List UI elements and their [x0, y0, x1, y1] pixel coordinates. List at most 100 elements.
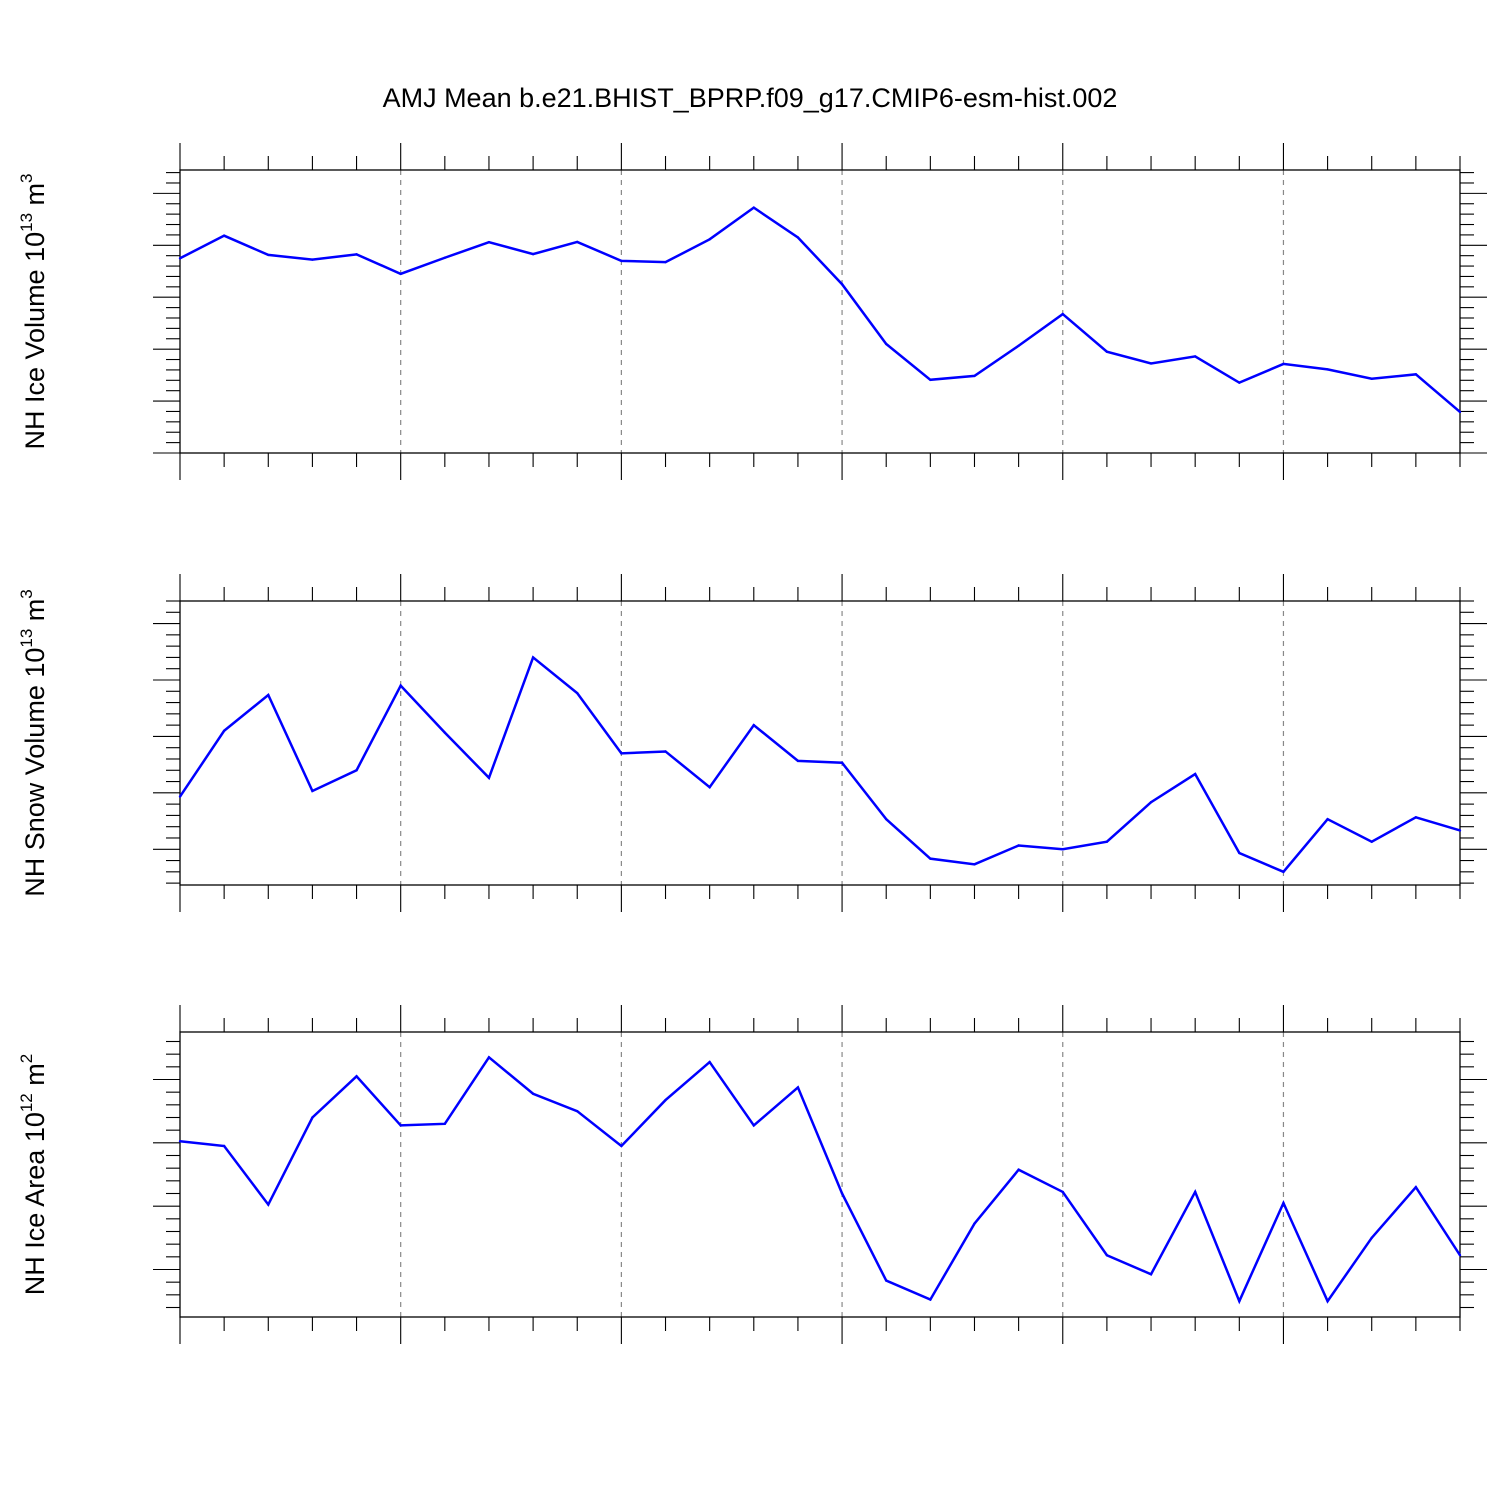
data-point	[1061, 312, 1064, 316]
data-point	[840, 761, 844, 764]
data-point	[1061, 1190, 1064, 1194]
data-point	[1458, 1254, 1462, 1257]
data-point	[1370, 1236, 1373, 1240]
data-point	[267, 1203, 270, 1206]
chart-title: AMJ Mean b.e21.BHIST_BPRP.f09_g17.CMIP6-…	[383, 83, 1118, 113]
data-point	[1105, 1254, 1109, 1257]
data-point	[1105, 350, 1109, 353]
data-point	[1017, 1168, 1020, 1171]
data-point	[620, 259, 623, 263]
data-point	[973, 374, 976, 378]
data-point	[576, 1109, 579, 1113]
data-point	[752, 206, 755, 209]
y-axis-title-superscript: 13	[17, 213, 36, 232]
data-point	[1238, 1299, 1241, 1303]
series-line	[179, 206, 1461, 413]
data-point	[399, 272, 402, 276]
data-point	[664, 1098, 667, 1102]
data-point	[796, 1086, 800, 1089]
data-point	[840, 283, 844, 286]
y-axis-title: NH Ice Area 1012 m2	[17, 1054, 50, 1295]
data-point	[267, 253, 270, 257]
y-axis-title-part: m	[20, 183, 50, 213]
data-point	[399, 1124, 402, 1127]
data-point	[1370, 377, 1373, 380]
y-axis-title-part: NH Snow Volume 10	[20, 648, 50, 897]
data-point	[222, 729, 226, 732]
data-point	[1193, 1190, 1197, 1194]
y-axis-title-superscript: 3	[17, 174, 36, 183]
data-point	[576, 691, 579, 695]
data-point	[1458, 410, 1462, 414]
y-axis-title-part: NH Ice Area 10	[20, 1112, 50, 1295]
data-point	[1326, 368, 1329, 371]
data-point	[1414, 1185, 1418, 1189]
y-axis-title: NH Ice Volume 1013 m3	[17, 174, 50, 450]
data-point	[1326, 817, 1329, 821]
data-point	[1105, 840, 1109, 843]
data-point	[178, 1140, 182, 1143]
plot-frame	[179, 1031, 1461, 1318]
data-point	[1149, 362, 1153, 365]
data-point	[487, 776, 491, 779]
data-point	[487, 240, 491, 244]
data-point	[620, 752, 623, 755]
data-point	[1326, 1299, 1329, 1303]
y-axis-title-superscript: 12	[17, 1093, 36, 1112]
data-point	[708, 785, 711, 789]
data-point	[1282, 870, 1285, 874]
data-point	[1149, 1273, 1153, 1276]
y-axis-title-part: m	[20, 599, 50, 629]
data-point	[355, 1075, 358, 1078]
data-point	[178, 795, 182, 798]
data-point	[1061, 848, 1064, 851]
data-point	[311, 258, 314, 261]
data-point	[1193, 355, 1197, 358]
plot-frame	[179, 169, 1461, 454]
data-point	[620, 1144, 623, 1148]
data-point	[1193, 772, 1197, 776]
data-point	[1414, 373, 1418, 376]
series-line	[178, 655, 1461, 874]
data-point	[752, 1124, 755, 1127]
data-point	[1414, 816, 1418, 819]
y-axis-title-superscript: 13	[17, 629, 36, 648]
y-axis-title: NH Snow Volume 1013 m3	[17, 589, 50, 897]
data-point	[355, 769, 358, 772]
data-point	[1370, 840, 1373, 843]
data-point	[222, 234, 226, 237]
data-point	[531, 1092, 535, 1095]
data-point	[664, 260, 667, 264]
data-point	[178, 257, 182, 260]
data-point	[531, 252, 535, 256]
data-point	[443, 731, 447, 734]
data-point	[885, 1279, 888, 1282]
data-point	[973, 863, 976, 866]
data-point	[752, 723, 755, 727]
data-point	[885, 342, 888, 346]
data-point	[1282, 1201, 1285, 1205]
data-point	[1458, 829, 1462, 832]
data-point	[267, 693, 270, 697]
data-point	[311, 789, 314, 793]
data-point	[443, 256, 447, 259]
data-point	[708, 238, 711, 241]
data-point	[399, 684, 402, 687]
chart-panel-2: NH Snow Volume 1013 m3	[17, 574, 1487, 912]
data-point	[531, 656, 535, 659]
data-point	[664, 750, 667, 753]
data-point	[929, 378, 932, 381]
data-point	[487, 1056, 491, 1059]
data-point	[840, 1192, 844, 1195]
plot-frame	[179, 600, 1461, 886]
data-point	[929, 857, 932, 860]
y-axis-title-superscript: 2	[17, 1054, 36, 1063]
series-line	[179, 1055, 1462, 1305]
y-axis-title-part: m	[20, 1063, 50, 1093]
chart-panel-3: NH Ice Area 1012 m2	[17, 1005, 1487, 1344]
data-point	[1149, 801, 1153, 804]
data-point	[1238, 381, 1241, 384]
data-point	[1017, 844, 1020, 847]
data-point	[1238, 851, 1241, 855]
